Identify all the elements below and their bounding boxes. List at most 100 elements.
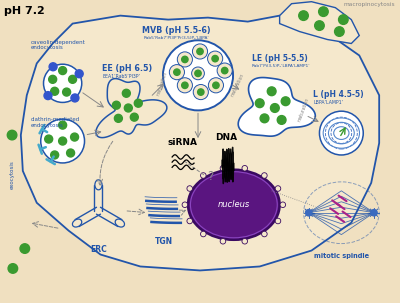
Circle shape bbox=[51, 151, 59, 159]
Text: Rab5’Rab7’PI3P’Pi(3,5)P₂’LBPA’: Rab5’Rab7’PI3P’Pi(3,5)P₂’LBPA’ bbox=[143, 35, 209, 39]
Circle shape bbox=[195, 70, 201, 77]
Circle shape bbox=[177, 52, 192, 67]
Circle shape bbox=[177, 78, 192, 93]
Text: nucleus: nucleus bbox=[218, 200, 250, 209]
Circle shape bbox=[200, 231, 206, 237]
Circle shape bbox=[275, 218, 281, 224]
Circle shape bbox=[208, 51, 223, 66]
Circle shape bbox=[319, 7, 328, 16]
Ellipse shape bbox=[188, 170, 280, 240]
Circle shape bbox=[45, 135, 53, 143]
Polygon shape bbox=[280, 2, 359, 44]
Circle shape bbox=[49, 63, 57, 71]
Circle shape bbox=[71, 94, 79, 102]
Circle shape bbox=[220, 238, 226, 244]
Circle shape bbox=[192, 67, 204, 80]
Circle shape bbox=[75, 70, 83, 78]
Circle shape bbox=[182, 56, 188, 63]
Circle shape bbox=[299, 11, 308, 20]
Circle shape bbox=[44, 64, 82, 102]
Text: ERC: ERC bbox=[90, 245, 107, 254]
Text: caveolin-dependent
endocytosis: caveolin-dependent endocytosis bbox=[31, 39, 86, 50]
Circle shape bbox=[187, 186, 192, 191]
Circle shape bbox=[169, 65, 184, 80]
Text: ?: ? bbox=[207, 170, 213, 183]
Text: clathrin-mediated
endocytosis: clathrin-mediated endocytosis bbox=[31, 117, 80, 128]
Polygon shape bbox=[21, 16, 379, 271]
Circle shape bbox=[182, 82, 188, 88]
Text: EE (pH 6.5): EE (pH 6.5) bbox=[102, 64, 153, 73]
Circle shape bbox=[213, 82, 219, 88]
Circle shape bbox=[200, 173, 206, 178]
Text: Rab7’Pi(3,5)P₂’LBPA’LAMP1’: Rab7’Pi(3,5)P₂’LBPA’LAMP1’ bbox=[252, 64, 310, 68]
Circle shape bbox=[255, 99, 264, 108]
Circle shape bbox=[130, 113, 138, 121]
Polygon shape bbox=[96, 78, 167, 138]
Circle shape bbox=[59, 121, 67, 129]
Circle shape bbox=[59, 137, 67, 145]
Text: maturation: maturation bbox=[297, 96, 310, 122]
Circle shape bbox=[242, 165, 248, 171]
Circle shape bbox=[112, 101, 120, 109]
Circle shape bbox=[262, 231, 267, 237]
Ellipse shape bbox=[72, 219, 82, 227]
Circle shape bbox=[187, 218, 192, 224]
Text: maturation: maturation bbox=[156, 71, 168, 96]
Circle shape bbox=[163, 40, 233, 110]
Circle shape bbox=[174, 69, 180, 75]
Circle shape bbox=[124, 104, 132, 112]
Circle shape bbox=[63, 88, 70, 96]
Circle shape bbox=[277, 115, 286, 124]
Circle shape bbox=[267, 87, 276, 96]
Circle shape bbox=[262, 173, 267, 178]
Circle shape bbox=[198, 89, 204, 95]
Circle shape bbox=[315, 21, 324, 30]
Circle shape bbox=[197, 48, 203, 55]
Text: maturation: maturation bbox=[230, 73, 246, 98]
Circle shape bbox=[371, 210, 377, 216]
Circle shape bbox=[338, 15, 348, 24]
Circle shape bbox=[217, 63, 232, 78]
Polygon shape bbox=[238, 78, 315, 136]
Circle shape bbox=[69, 75, 76, 83]
Circle shape bbox=[260, 114, 269, 123]
Circle shape bbox=[49, 75, 57, 83]
Circle shape bbox=[20, 244, 30, 253]
Circle shape bbox=[222, 67, 228, 74]
Text: MVB (pH 5.5-6): MVB (pH 5.5-6) bbox=[142, 26, 210, 35]
Circle shape bbox=[59, 67, 67, 75]
Text: mitotic spindle: mitotic spindle bbox=[314, 252, 369, 258]
Text: LE (pH 5-5.5): LE (pH 5-5.5) bbox=[252, 55, 308, 63]
Circle shape bbox=[134, 99, 142, 107]
Circle shape bbox=[51, 87, 59, 95]
Circle shape bbox=[275, 186, 281, 191]
Circle shape bbox=[182, 202, 188, 208]
Circle shape bbox=[122, 89, 130, 97]
Text: TGN: TGN bbox=[155, 237, 173, 246]
Circle shape bbox=[67, 149, 74, 157]
Circle shape bbox=[242, 238, 248, 244]
Circle shape bbox=[334, 27, 344, 36]
Circle shape bbox=[270, 104, 279, 112]
Circle shape bbox=[192, 44, 208, 59]
Circle shape bbox=[280, 202, 286, 208]
Ellipse shape bbox=[95, 180, 102, 190]
Circle shape bbox=[41, 119, 84, 163]
Circle shape bbox=[44, 92, 52, 100]
Text: exocytosis: exocytosis bbox=[10, 161, 14, 189]
Circle shape bbox=[306, 210, 312, 216]
Text: EEA1’Rab5’PI3P’: EEA1’Rab5’PI3P’ bbox=[102, 74, 140, 79]
Circle shape bbox=[208, 78, 224, 93]
Circle shape bbox=[320, 111, 363, 155]
Circle shape bbox=[193, 85, 208, 100]
Circle shape bbox=[8, 264, 18, 273]
Text: DNA: DNA bbox=[216, 133, 238, 142]
Ellipse shape bbox=[115, 219, 124, 227]
Text: macropinocytosis: macropinocytosis bbox=[344, 2, 395, 7]
Circle shape bbox=[114, 114, 122, 122]
Circle shape bbox=[281, 97, 290, 106]
Circle shape bbox=[7, 130, 17, 140]
Text: siRNA: siRNA bbox=[167, 138, 197, 147]
Circle shape bbox=[70, 133, 78, 141]
Text: LBPA’LAMP1’: LBPA’LAMP1’ bbox=[314, 100, 344, 105]
